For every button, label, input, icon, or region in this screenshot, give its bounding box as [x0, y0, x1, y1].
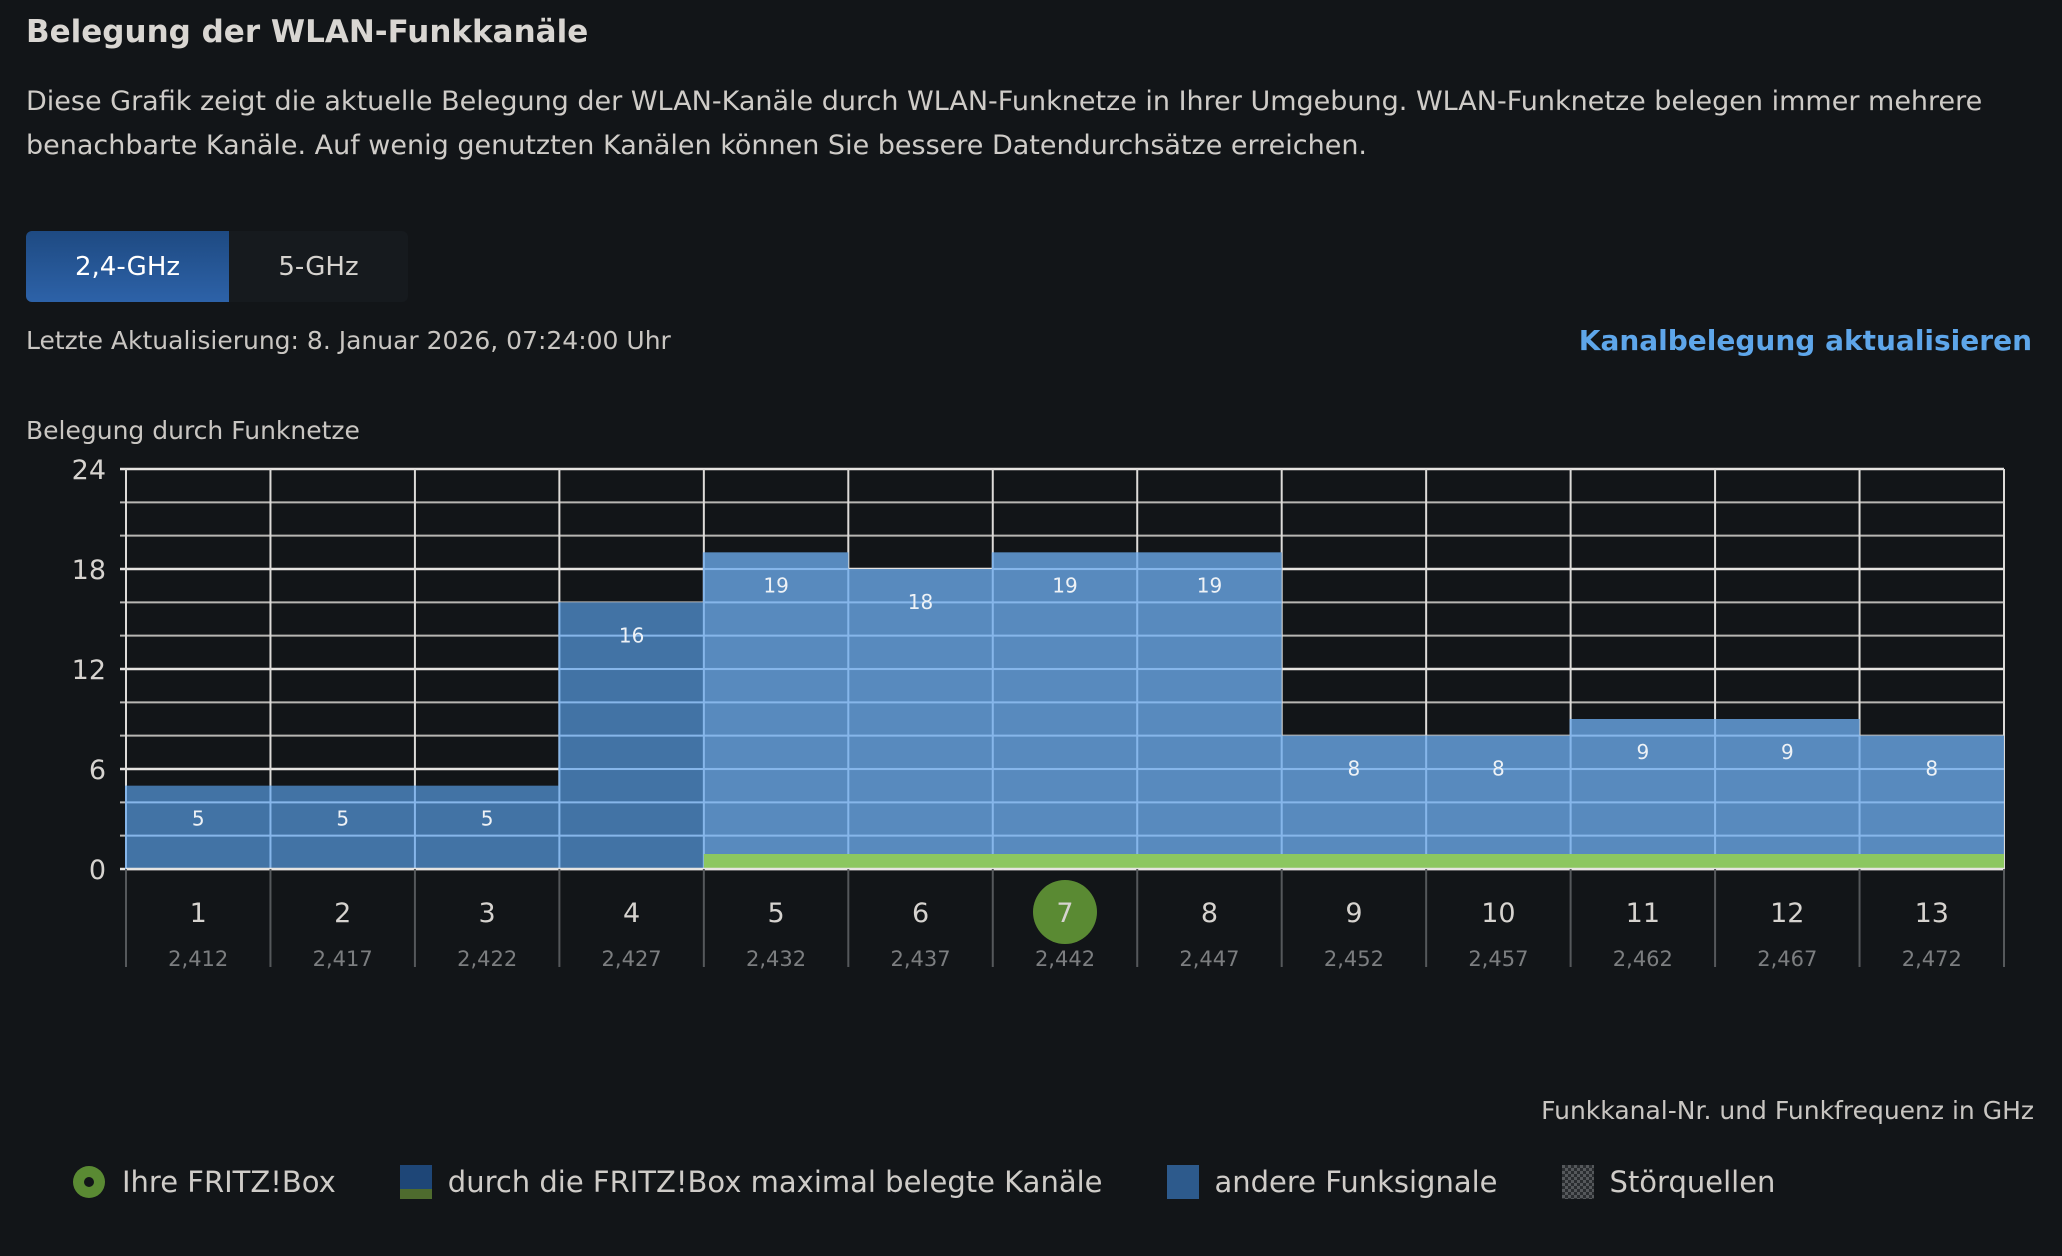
last-update: Letzte Aktualisierung: 8. Januar 2026, 0…	[26, 326, 671, 355]
bar-value-label: 9	[1636, 740, 1649, 764]
channel-label: 6	[912, 898, 929, 929]
refresh-channels-link[interactable]: Kanalbelegung aktualisieren	[1578, 324, 2032, 357]
bar-value-label: 18	[908, 590, 933, 614]
frequency-label: 2,412	[168, 947, 228, 971]
frequency-label: 2,457	[1468, 947, 1528, 971]
bar-value-label: 5	[481, 807, 494, 831]
channel-label: 13	[1915, 898, 1949, 929]
channel-label: 3	[479, 898, 496, 929]
y-tick-label: 6	[89, 755, 106, 786]
bar	[414, 785, 560, 869]
fritzbox-band	[703, 854, 2004, 869]
y-axis-title: Belegung durch Funknetze	[26, 416, 360, 445]
legend-label: Ihre FRITZ!Box	[122, 1165, 336, 1199]
bar	[126, 785, 271, 869]
frequency-label: 2,447	[1179, 947, 1239, 971]
tab-5-ghz[interactable]: 5-GHz	[278, 251, 359, 282]
channel-label: 4	[623, 898, 640, 929]
bar-value-label: 16	[619, 623, 644, 647]
y-tick-label: 0	[89, 855, 106, 886]
bar-value-label: 19	[1052, 573, 1077, 597]
frequency-label: 2,442	[1035, 947, 1095, 971]
blue-green-square-icon	[399, 1165, 432, 1199]
checker-square-icon	[1561, 1165, 1594, 1199]
y-tick-label: 24	[72, 455, 106, 486]
legend-item-fritzbox-channels: durch die FRITZ!Box maximal belegte Kanä…	[399, 1165, 1103, 1199]
tab-2-4-ghz[interactable]: 2,4-GHz	[26, 231, 229, 302]
channel-label: 1	[190, 898, 207, 929]
legend: Ihre FRITZ!Box durch die FRITZ!Box maxim…	[72, 1165, 1839, 1199]
legend-label: Störquellen	[1609, 1165, 1776, 1199]
channel-label: 5	[767, 898, 784, 929]
blue-square-icon	[1166, 1165, 1199, 1199]
frequency-label: 2,462	[1613, 947, 1673, 971]
channel-chart: 5 5 5 16 19 18 19 19 8 8 9 9 8 0 6 12 18 24 1 2,412 2 2,417 3 2…	[72, 455, 2005, 971]
bar	[1137, 552, 1282, 869]
legend-item-fritzbox: Ihre FRITZ!Box	[72, 1165, 336, 1199]
frequency-label: 2,417	[313, 947, 373, 971]
frequency-label: 2,452	[1324, 947, 1384, 971]
bar-value-label: 19	[1197, 573, 1222, 597]
y-tick-label: 12	[72, 655, 106, 686]
bar	[703, 552, 849, 869]
bar-value-label: 8	[1925, 757, 1938, 781]
green-dot-icon	[73, 1166, 105, 1198]
page-description: Diese Grafik zeigt die aktuelle Belegung…	[26, 86, 1983, 161]
bar	[270, 785, 415, 869]
bar	[1715, 719, 1860, 869]
bar-value-label: 5	[336, 807, 349, 831]
page-title: Belegung der WLAN-Funkkanäle	[26, 14, 589, 50]
y-tick-label: 18	[72, 555, 106, 586]
frequency-label: 2,432	[746, 947, 806, 971]
channel-label: 11	[1626, 898, 1660, 929]
frequency-label: 2,427	[602, 947, 662, 971]
bar-value-label: 5	[192, 807, 205, 831]
fritzbox-channel-marker	[1033, 880, 1097, 944]
x-axis-title: Funkkanal-Nr. und Funkfrequenz in GHz	[1541, 1096, 2034, 1125]
channel-label: 2	[334, 898, 351, 929]
channel-label: 8	[1201, 898, 1218, 929]
bar	[992, 552, 1138, 869]
bar-value-label: 9	[1781, 740, 1794, 764]
legend-item-other-signals: andere Funksignale	[1166, 1165, 1498, 1199]
bar	[848, 569, 993, 869]
legend-label: durch die FRITZ!Box maximal belegte Kanä…	[447, 1165, 1103, 1199]
channel-label: 10	[1481, 898, 1515, 929]
legend-label: andere Funksignale	[1214, 1165, 1498, 1199]
channel-label: 7	[1056, 898, 1073, 929]
band-tabs: 2,4-GHz 5-GHz	[26, 231, 408, 302]
bar-value-label: 8	[1348, 757, 1361, 781]
channel-label: 9	[1345, 898, 1362, 929]
frequency-label: 2,467	[1757, 947, 1817, 971]
bar-value-label: 19	[763, 573, 788, 597]
frequency-label: 2,437	[890, 947, 950, 971]
bar-value-label: 8	[1492, 757, 1505, 781]
frequency-label: 2,472	[1902, 947, 1962, 971]
channel-label: 12	[1770, 898, 1804, 929]
frequency-label: 2,422	[457, 947, 517, 971]
legend-item-interference: Störquellen	[1561, 1165, 1776, 1199]
bar	[1570, 719, 1716, 869]
